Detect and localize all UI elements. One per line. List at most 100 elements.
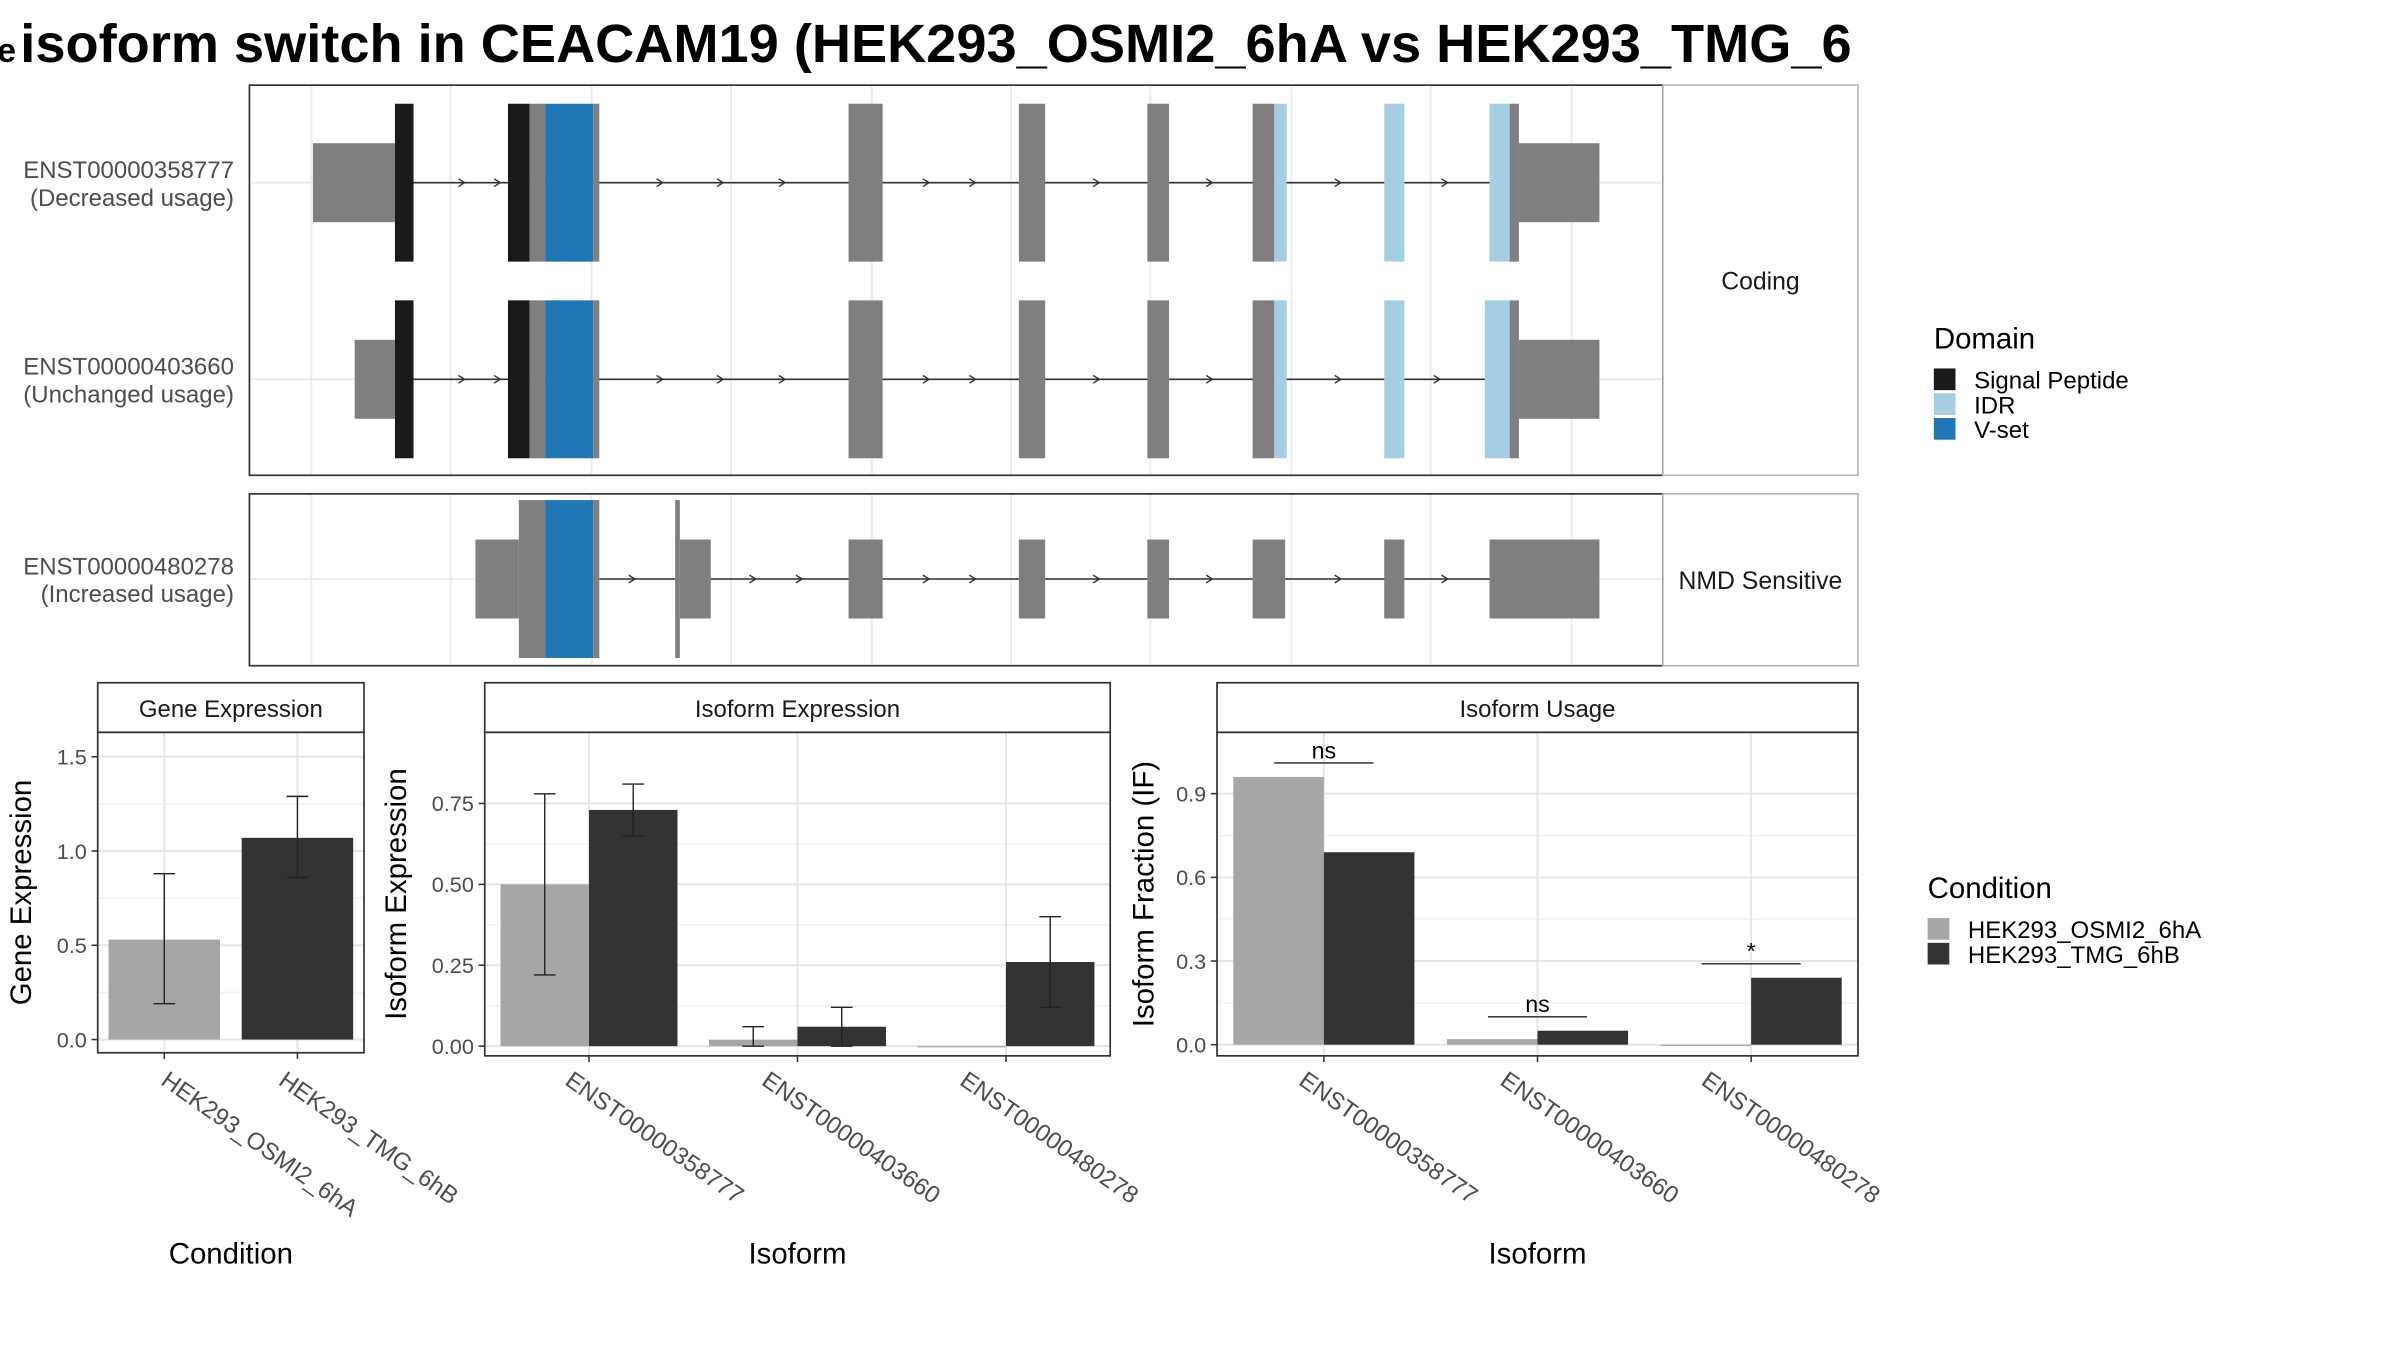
y-tick-label: 0.5 [57,933,87,958]
x-tick-label: ENST00000480278 [955,1067,1143,1210]
direction-arrow [1205,574,1214,584]
exon-segment [1518,339,1600,419]
legend-swatch [1933,393,1956,415]
direction-arrow [1334,374,1343,384]
exon-segment [1509,103,1519,262]
significance-label: ns [1525,991,1550,1017]
y-tick-label: 0.25 [432,953,474,978]
exon-segment [1147,539,1170,619]
direction-arrow [1092,574,1101,584]
domain-segment [1384,103,1405,262]
direction-arrow [778,374,787,384]
legend-title: Condition [1928,872,2052,905]
direction-arrow [628,574,637,584]
exon-segment [1518,143,1600,223]
direction-arrow [493,374,502,384]
legend-label: HEK293_OSMI2_6hA [1968,917,2201,944]
exon-segment [354,339,395,419]
direction-arrow [968,178,977,188]
exon-segment [1252,103,1275,262]
data-bar [1323,852,1415,1045]
chart-title: isoform switch in CEACAM19 (HEK293_OSMI2… [20,14,1851,74]
direction-arrow [922,574,931,584]
facet-strip-label: Isoform Usage [1460,696,1616,723]
x-tick-label: ENST00000358777 [1294,1067,1482,1210]
exon-segment [1018,300,1046,459]
exon-segment [679,539,711,619]
exon-segment [1489,539,1600,619]
data-bar [1233,776,1324,1045]
transcript-usage-label: (Increased usage) [41,581,234,608]
panel-strip-label: NMD Sensitive [1679,568,1843,595]
y-axis-title: Gene Expression [5,780,38,1006]
significance-label: * [1747,938,1756,964]
transcript-structure: ENST00000358777(Decreased usage) ENST0000… [23,84,1859,667]
x-axis-title: Isoform [748,1237,846,1270]
facet-strip-label: Gene Expression [139,696,323,723]
legend-label: V-set [1974,417,2029,444]
domain-segment [545,103,594,262]
transcript-usage-label: (Decreased usage) [30,185,234,212]
data-bar [1537,1030,1629,1045]
exon-segment [1018,103,1046,262]
exon-segment [1509,300,1519,459]
legend-swatch [1927,918,1950,940]
x-tick-label: ENST00000403660 [1495,1067,1683,1210]
exon-segment [475,539,519,619]
structure-panel-bg [249,85,1663,476]
y-tick-label: 0.00 [432,1034,474,1059]
legend-swatch [1927,942,1950,965]
exon-segment [593,103,600,262]
direction-arrow [1092,178,1101,188]
domain-segment [394,300,414,459]
direction-arrow [968,374,977,384]
domain-segment [1384,300,1405,459]
y-tick-label: 0.9 [1176,781,1206,806]
y-tick-label: 1.5 [57,745,87,770]
domain-segment [545,500,594,658]
legend-label: IDR [1974,392,2015,419]
x-tick-label: ENST00000358777 [560,1067,748,1210]
direction-arrow [778,178,787,188]
exon-segment [593,300,600,459]
isoform-usage-chart: 0.0 0.3 0.6 0.9 ns ns * Isoform Usage ENST000003… [1128,681,1885,1270]
direction-arrow [716,178,725,188]
transcript-id-label: ENST00000403660 [23,354,234,381]
significance-label: ns [1312,737,1337,763]
exon-segment [529,300,546,459]
y-tick-label: 0.75 [432,791,474,816]
transcript-id-label: ENST00000480278 [23,553,234,580]
transcript-id-label: ENST00000358777 [23,157,234,184]
direction-arrow [656,178,665,188]
exon-segment [1384,539,1405,619]
exon-segment [529,103,546,262]
legend-title: Domain [1934,322,2035,355]
domain-segment [1484,300,1510,459]
legend-swatch [1933,368,1956,391]
domain-segment [1274,300,1287,459]
panel-strip [1662,493,1859,667]
direction-arrow [458,178,466,188]
y-axis-title: Isoform Fraction (IF) [1128,761,1161,1027]
x-axis-title: Condition [169,1237,293,1270]
direction-arrow [795,574,804,584]
domain-segment [507,103,530,262]
transcript-usage-label: (Unchanged usage) [23,382,234,409]
facet-strip [483,681,1112,734]
title-lead: e [0,32,16,70]
legend-label: Signal Peptide [1974,368,2129,395]
y-tick-label: 1.0 [57,839,87,864]
exon-segment [1147,103,1170,262]
x-axis-title: Isoform [1488,1237,1586,1270]
exon-segment [1147,300,1170,459]
y-tick-label: 0.6 [1176,865,1206,890]
direction-arrow [1433,374,1442,384]
direction-arrow [656,374,665,384]
exon-segment [593,500,600,658]
direction-arrow [922,178,931,188]
exon-segment [1252,300,1275,459]
direction-arrow [1205,178,1214,188]
